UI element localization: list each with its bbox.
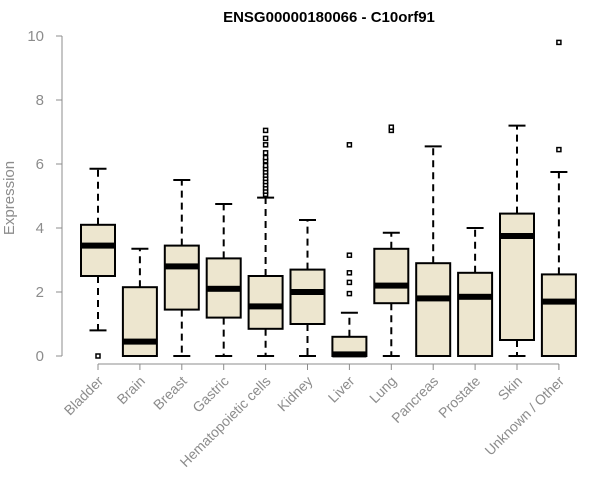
x-tick-label: Kidney — [274, 373, 316, 415]
box-unknown-other — [540, 39, 577, 357]
box-bladder — [80, 167, 116, 359]
x-tick-label: Breast — [150, 373, 190, 413]
x-tick-label: Liver — [325, 373, 358, 406]
outlier-point — [262, 154, 269, 161]
outlier-point — [262, 150, 269, 156]
outlier-point — [346, 142, 353, 148]
outlier-point — [262, 162, 269, 169]
median-bar — [458, 293, 493, 300]
y-tick-label: 8 — [36, 92, 44, 109]
outlier-point — [262, 135, 269, 142]
outlier-point — [556, 39, 562, 46]
iqr-box — [540, 273, 577, 357]
x-tick-label: Skin — [495, 373, 526, 404]
outlier-point — [388, 124, 395, 130]
outlier-point — [346, 270, 353, 276]
x-tick-label: Pancreas — [388, 373, 441, 426]
outlier-point — [556, 146, 562, 153]
median-bar — [164, 263, 199, 270]
median-bar — [290, 289, 325, 295]
iqr-box — [247, 275, 284, 330]
box-hematopoietic-cells — [247, 127, 284, 357]
iqr-box — [80, 223, 116, 278]
median-bar — [248, 303, 283, 310]
iqr-box — [499, 212, 535, 342]
box-gastric — [205, 203, 242, 357]
x-tick-label: Brain — [114, 373, 148, 407]
box-pancreas — [415, 145, 452, 358]
median-bar — [416, 295, 451, 302]
iqr-box — [457, 271, 494, 357]
boxes — [80, 39, 577, 359]
y-axis: 0 2 4 6 8 10 — [27, 28, 63, 365]
median-bar — [374, 282, 409, 289]
box-breast — [163, 179, 200, 357]
median-bar — [81, 242, 115, 249]
median-bar — [122, 338, 157, 345]
median-bar — [332, 351, 367, 358]
iqr-box — [415, 262, 452, 358]
y-tick-label: 0 — [36, 348, 44, 365]
median-bar — [541, 298, 576, 305]
y-axis-label: Expression — [1, 161, 18, 235]
outlier-point — [262, 127, 269, 134]
y-tick-label: 4 — [36, 220, 44, 237]
median-bar — [500, 233, 534, 239]
y-tick-label: 10 — [27, 28, 44, 45]
chart-title: ENSG00000180066 - C10orf91 — [223, 9, 435, 26]
iqr-box — [289, 268, 326, 326]
iqr-box — [373, 247, 410, 305]
outlier-point — [346, 252, 353, 258]
x-tick-label: Bladder — [61, 373, 107, 419]
box-lung — [373, 124, 410, 357]
x-tick-label: Lung — [366, 373, 399, 406]
box-liver — [331, 142, 368, 358]
outlier-point — [346, 290, 353, 297]
box-kidney — [289, 219, 326, 357]
box-skin — [499, 124, 535, 357]
box-brain — [121, 247, 158, 358]
x-tick-label: Unknown / Other — [481, 373, 567, 459]
iqr-box — [163, 244, 200, 311]
median-bar — [206, 285, 241, 292]
iqr-box — [121, 286, 158, 358]
outlier-point — [262, 142, 269, 148]
y-tick-label: 2 — [36, 284, 44, 301]
outlier-point — [346, 279, 353, 286]
box-prostate — [457, 227, 494, 357]
y-tick-label: 6 — [36, 156, 44, 173]
outlier-point — [95, 353, 101, 359]
x-tick-label: Prostate — [435, 373, 483, 421]
